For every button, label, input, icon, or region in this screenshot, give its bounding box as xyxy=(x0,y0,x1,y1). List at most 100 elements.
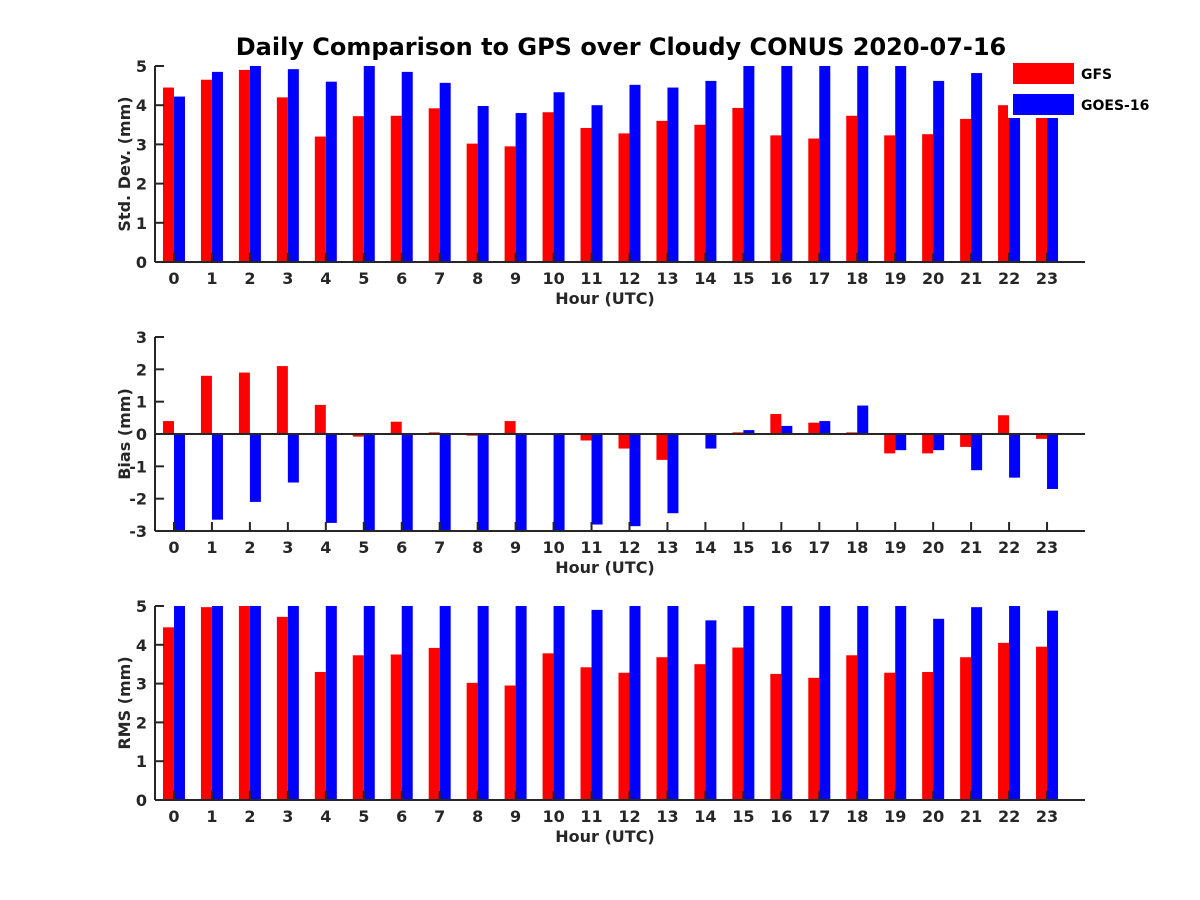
bar-goes-16-hour-19 xyxy=(895,66,907,262)
bar-gfs-hour-9 xyxy=(504,421,516,434)
x-tick-label: 1 xyxy=(206,538,217,557)
x-tick-label: 3 xyxy=(282,269,293,288)
bar-goes-16-hour-1 xyxy=(211,71,223,262)
x-tick-label: 0 xyxy=(168,807,179,826)
x-tick-label: 18 xyxy=(846,269,868,288)
bar-goes-16-hour-6 xyxy=(401,71,413,262)
bar-goes-16-hour-22 xyxy=(1009,606,1021,800)
bar-goes-16-hour-17 xyxy=(819,421,831,434)
bar-gfs-hour-20 xyxy=(922,434,934,454)
x-tick-label: 16 xyxy=(770,807,792,826)
bar-gfs-hour-20 xyxy=(922,134,934,262)
bar-gfs-hour-3 xyxy=(276,616,288,800)
bar-gfs-hour-21 xyxy=(960,118,972,262)
bar-goes-16-hour-2 xyxy=(249,434,261,502)
x-tick-label: 9 xyxy=(510,538,521,557)
bar-gfs-hour-5 xyxy=(352,116,364,263)
bar-gfs-hour-10 xyxy=(542,112,554,262)
x-tick-label: 22 xyxy=(998,807,1020,826)
bar-goes-16-hour-20 xyxy=(933,434,945,451)
bar-goes-16-hour-8 xyxy=(477,606,489,800)
bar-gfs-hour-2 xyxy=(238,606,250,800)
x-tick-label: 15 xyxy=(732,807,754,826)
x-tick-label: 15 xyxy=(732,538,754,557)
bar-gfs-hour-17 xyxy=(808,422,820,434)
x-tick-label: 23 xyxy=(1036,269,1058,288)
x-tick-label: 8 xyxy=(472,807,483,826)
bar-gfs-hour-2 xyxy=(238,69,250,262)
bar-gfs-hour-23 xyxy=(1036,434,1048,439)
x-tick-label: 19 xyxy=(884,269,906,288)
y-tick-label: 2 xyxy=(136,713,147,732)
x-tick-label: 20 xyxy=(922,807,944,826)
bar-goes-16-hour-16 xyxy=(781,425,793,434)
bar-goes-16-hour-8 xyxy=(477,105,489,262)
y-tick-label: 0 xyxy=(136,791,147,810)
x-tick-label: 20 xyxy=(922,538,944,557)
y-tick-label: 1 xyxy=(136,214,147,233)
x-tick-label: 3 xyxy=(282,538,293,557)
bar-gfs-hour-17 xyxy=(808,138,820,262)
bar-goes-16-hour-5 xyxy=(363,434,375,531)
y-tick-label: 0 xyxy=(136,425,147,444)
x-axis-label: Hour (UTC) xyxy=(555,558,655,577)
bar-goes-16-hour-4 xyxy=(325,81,337,263)
x-tick-label: 14 xyxy=(694,269,716,288)
bar-gfs-hour-1 xyxy=(200,607,212,800)
x-tick-label: 13 xyxy=(656,538,678,557)
bar-goes-16-hour-9 xyxy=(515,434,527,531)
x-tick-label: 14 xyxy=(694,807,716,826)
bar-goes-16-hour-3 xyxy=(287,606,299,800)
legend-label-gfs: GFS xyxy=(1081,67,1112,83)
bar-goes-16-hour-3 xyxy=(287,69,299,262)
y-tick-label: 4 xyxy=(136,636,147,655)
bar-gfs-hour-11 xyxy=(580,667,592,800)
bar-gfs-hour-22 xyxy=(998,105,1010,262)
y-tick-label: -1 xyxy=(129,457,147,476)
bar-gfs-hour-4 xyxy=(314,136,326,262)
x-tick-label: 11 xyxy=(580,538,602,557)
x-tick-label: 1 xyxy=(206,269,217,288)
bar-goes-16-hour-0 xyxy=(173,606,185,800)
bar-goes-16-hour-10 xyxy=(553,92,565,262)
bar-gfs-hour-1 xyxy=(200,375,212,434)
x-tick-label: 7 xyxy=(434,269,445,288)
x-tick-label: 10 xyxy=(542,807,564,826)
y-tick-label: 2 xyxy=(136,175,147,194)
bar-gfs-hour-3 xyxy=(276,97,288,262)
bar-goes-16-hour-11 xyxy=(591,434,603,525)
y-tick-label: 0 xyxy=(136,253,147,272)
bar-goes-16-hour-4 xyxy=(325,606,337,800)
x-tick-label: 20 xyxy=(922,269,944,288)
x-tick-label: 8 xyxy=(472,538,483,557)
bar-gfs-hour-14 xyxy=(694,124,706,262)
x-tick-label: 6 xyxy=(396,538,407,557)
x-axis-label: Hour (UTC) xyxy=(555,827,655,846)
x-tick-label: 18 xyxy=(846,538,868,557)
bar-gfs-hour-21 xyxy=(960,434,972,447)
bar-goes-16-hour-10 xyxy=(553,434,565,531)
bar-gfs-hour-0 xyxy=(162,421,174,434)
x-tick-label: 18 xyxy=(846,807,868,826)
x-tick-label: 13 xyxy=(656,807,678,826)
bar-goes-16-hour-17 xyxy=(819,66,831,262)
bar-gfs-hour-0 xyxy=(162,87,174,262)
bar-gfs-hour-23 xyxy=(1036,109,1048,263)
x-tick-label: 4 xyxy=(320,807,331,826)
bar-goes-16-hour-0 xyxy=(173,434,185,531)
x-tick-label: 2 xyxy=(244,538,255,557)
bar-gfs-hour-18 xyxy=(846,655,858,800)
y-axis-label: RMS (mm) xyxy=(115,656,134,749)
bar-gfs-hour-16 xyxy=(770,673,782,800)
bar-goes-16-hour-15 xyxy=(743,430,755,434)
x-tick-label: 10 xyxy=(542,538,564,557)
x-tick-label: 21 xyxy=(960,807,982,826)
bar-gfs-hour-19 xyxy=(884,434,896,454)
bar-goes-16-hour-23 xyxy=(1047,610,1059,800)
x-tick-label: 12 xyxy=(618,807,640,826)
bar-goes-16-hour-15 xyxy=(743,606,755,800)
x-tick-label: 12 xyxy=(618,538,640,557)
bar-goes-16-hour-16 xyxy=(781,606,793,800)
bar-gfs-hour-22 xyxy=(998,415,1010,434)
bar-goes-16-hour-13 xyxy=(667,434,679,514)
